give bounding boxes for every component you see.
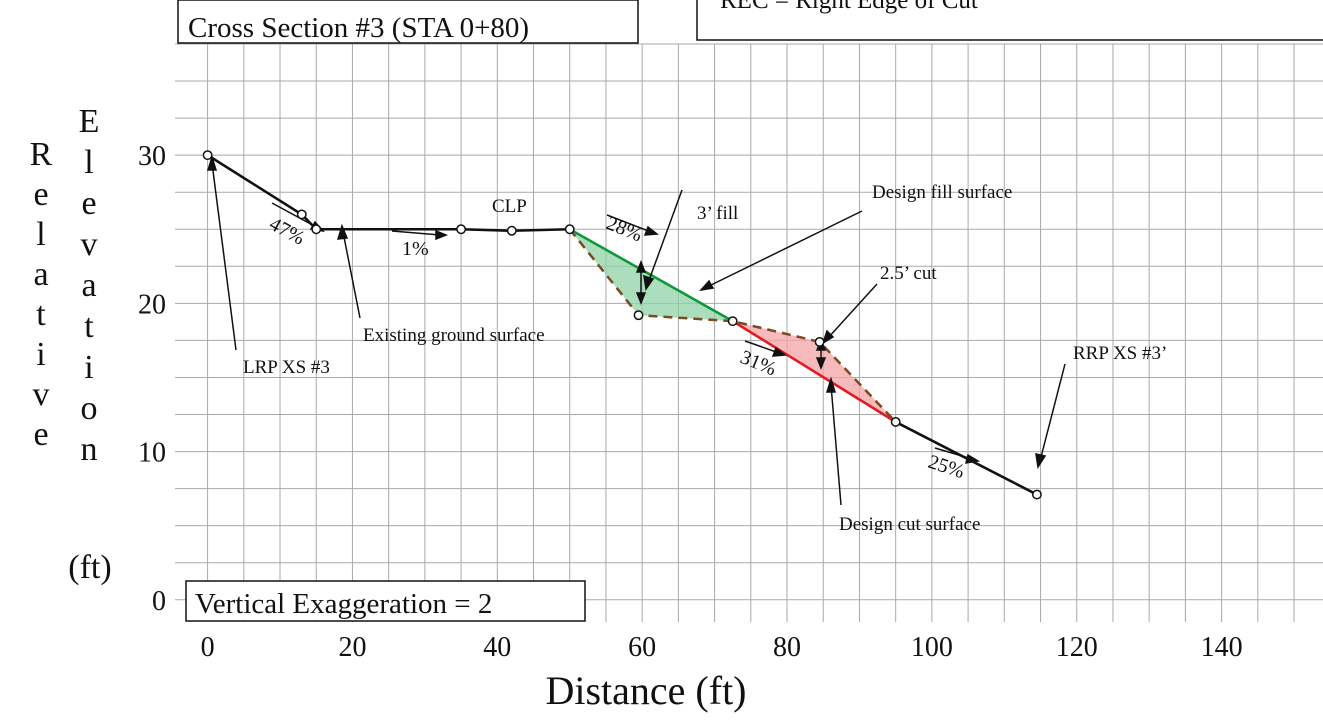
series-line-4 — [895, 420, 1038, 496]
data-point — [564, 224, 575, 235]
x-tick-label: 140 — [1201, 632, 1243, 663]
data-point — [890, 416, 901, 427]
data-point — [1031, 489, 1042, 500]
y-title-letter-2: E — [79, 103, 100, 140]
x-tick-label: 80 — [773, 632, 801, 663]
existing-ground-label: Existing ground surface — [363, 325, 545, 346]
y-title-letter-1: i — [36, 336, 45, 373]
y-title-letter-2: e — [81, 185, 96, 222]
design-fill-label: Design fill surface — [872, 182, 1012, 203]
data-point — [727, 316, 738, 327]
series-line-3 — [732, 320, 897, 424]
y-title-letter-2: a — [81, 267, 96, 304]
x-tick-label: 120 — [1056, 632, 1098, 663]
clp-label: CLP — [492, 196, 527, 217]
slope-1-label: 1% — [402, 238, 429, 260]
y-title-letter-1: R — [30, 136, 53, 173]
data-point — [633, 310, 644, 321]
cut-25ft-label: 2.5’ cut — [880, 263, 937, 284]
title-box: Cross Section #3 (STA 0+80) — [177, 0, 639, 44]
fill-3ft-label: 3’ fill — [697, 203, 738, 224]
y-title-unit: (ft) — [68, 549, 111, 586]
x-tick-label: 40 — [483, 632, 511, 663]
legend-text: REC = Right Edge of Cut — [720, 0, 978, 14]
series-line-0 — [206, 154, 570, 233]
x-tick-label: 0 — [201, 632, 215, 663]
x-axis-title: Distance (ft) — [545, 668, 746, 713]
design-cut-label: Design cut surface — [839, 514, 980, 535]
data-point — [311, 224, 322, 235]
data-point — [296, 209, 307, 220]
y-tick-label: 10 — [138, 438, 166, 469]
rrp-label: RRP XS #3’ — [1073, 343, 1167, 364]
y-tick-label: 20 — [138, 289, 166, 320]
y-title-letter-2: l — [84, 144, 93, 181]
y-title-letter-1: e — [33, 176, 48, 213]
y-title-letter-2: t — [84, 308, 94, 345]
y-title-letter-1: e — [33, 416, 48, 453]
x-tick-label: 60 — [628, 632, 656, 663]
chart-title: Cross Section #3 (STA 0+80) — [188, 12, 529, 44]
data-point — [202, 150, 213, 161]
y-title-letter-1: t — [36, 296, 46, 333]
y-title-letter-2: o — [81, 390, 98, 427]
leader-lines — [206, 154, 1066, 506]
y-title-letter-1: a — [33, 256, 48, 293]
y-title-letter-1: l — [36, 216, 45, 253]
series-line-1 — [568, 228, 897, 423]
tick-labels: 0 20 40 60 80 100 120 140 0 10 20 30 — [138, 141, 1243, 663]
note-box: Vertical Exaggeration = 2 — [185, 580, 586, 622]
x-tick-label: 100 — [911, 632, 953, 663]
data-point — [814, 336, 825, 347]
y-tick-label: 30 — [138, 141, 166, 172]
x-tick-label: 20 — [338, 632, 366, 663]
y-title-letter-2: v — [81, 226, 98, 263]
y-title-letter-1: v — [33, 376, 50, 413]
data-point — [456, 224, 467, 235]
markers — [202, 150, 1042, 500]
y-tick-label: 0 — [152, 586, 166, 617]
legend: REC = Right Edge of Cut — [696, 0, 1323, 41]
grid — [175, 43, 1323, 622]
lrp-label: LRP XS #3 — [243, 357, 330, 378]
y-title-letter-2: n — [81, 431, 98, 468]
annotations: LRP XS #3 Existing ground surface CLP 3’… — [243, 182, 1167, 535]
data-point — [506, 225, 517, 236]
vertical-exaggeration-note: Vertical Exaggeration = 2 — [195, 588, 492, 620]
y-title-letter-2: i — [84, 349, 93, 386]
